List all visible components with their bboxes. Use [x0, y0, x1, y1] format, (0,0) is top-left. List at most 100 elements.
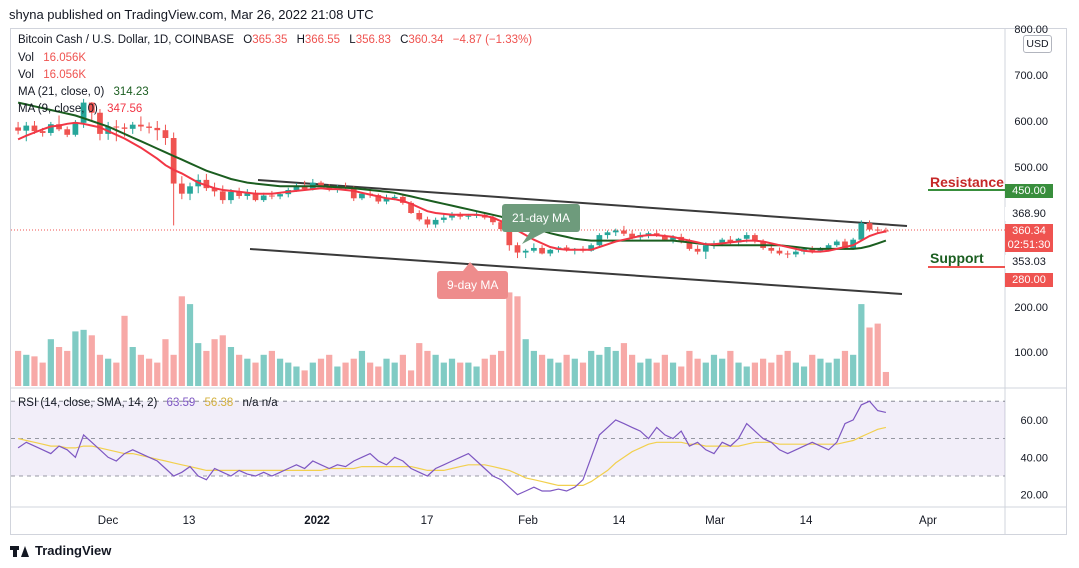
volume-bar: [457, 362, 464, 386]
volume-bar: [579, 362, 587, 386]
candle: [522, 250, 529, 253]
volume-bar: [121, 315, 128, 386]
lower-channel-line: [249, 248, 903, 295]
volume-bar: [825, 362, 832, 386]
candle: [350, 188, 357, 199]
candle: [318, 182, 324, 187]
rsi-tick-label: 60.00: [1020, 415, 1048, 427]
volume-bar: [416, 343, 423, 386]
volume-bar: [686, 350, 693, 386]
volume-bar: [727, 350, 734, 386]
volume-bar: [506, 292, 513, 386]
last-price-tag: 360.34: [1005, 224, 1053, 238]
candle: [629, 233, 635, 238]
candle: [743, 235, 750, 239]
x-tick-label: Apr: [919, 515, 937, 527]
volume-bar: [555, 362, 562, 386]
volume-bar: [244, 358, 251, 386]
candle: [825, 245, 832, 249]
candle: [178, 183, 185, 194]
volume-bar: [882, 371, 890, 386]
legend-open: 365.35: [252, 34, 288, 46]
volume-bar: [678, 366, 685, 386]
volume-bar: [268, 350, 275, 386]
volume-bar: [571, 358, 578, 386]
volume-bar: [195, 343, 202, 386]
volume-bar: [719, 358, 726, 386]
volume-bar: [841, 350, 849, 386]
volume-bar: [375, 366, 382, 386]
candle: [56, 124, 62, 130]
volume-bar: [301, 370, 308, 386]
volume-bar: [465, 362, 472, 386]
support-price-tag: 280.00: [1005, 273, 1053, 287]
volume-bar: [178, 296, 185, 386]
rsi-tick-label: 20.00: [1020, 490, 1048, 502]
candle: [260, 195, 267, 201]
candle: [776, 250, 783, 254]
volume-bar: [498, 350, 505, 386]
currency-button[interactable]: USD: [1023, 35, 1052, 53]
candle: [400, 196, 406, 203]
volume-bar: [276, 358, 284, 386]
candle: [293, 186, 300, 190]
candle: [719, 239, 726, 244]
candle: [752, 235, 758, 242]
volume-bar: [702, 362, 709, 386]
legend-ohlc: Bitcoin Cash / U.S. Dollar, 1D, COINBASE…: [18, 34, 533, 46]
volume-bar: [768, 362, 775, 386]
volume-bar: [334, 366, 341, 386]
volume-bar: [751, 362, 759, 386]
y-tick-label: 800.00: [1014, 24, 1048, 36]
volume-bar: [211, 339, 218, 386]
candle: [547, 249, 554, 254]
chart-frame: [10, 28, 1067, 535]
candle: [727, 239, 734, 243]
candle: [440, 217, 447, 220]
candle: [514, 245, 521, 253]
volume-bar: [186, 304, 194, 386]
ma9-annotation-pointer: [463, 262, 478, 271]
candle: [15, 127, 21, 131]
publisher-line: shyna published on TradingView.com, Mar …: [9, 7, 374, 22]
candle: [883, 230, 889, 232]
volume-bar: [448, 358, 456, 386]
upper-channel-line: [257, 179, 908, 227]
volume-bar: [399, 354, 406, 386]
volume-bar: [759, 358, 767, 386]
ma9-line: [17, 121, 887, 253]
volume-bar: [105, 358, 112, 386]
x-tick-label: 17: [421, 515, 434, 527]
volume-bar: [23, 354, 30, 386]
x-tick-label: Feb: [518, 515, 538, 527]
candle: [31, 125, 38, 132]
candle: [326, 186, 333, 190]
volume-bar: [39, 362, 46, 386]
candle: [670, 236, 676, 240]
rsi-tick-label: 40.00: [1020, 452, 1048, 464]
volume-bar: [367, 362, 374, 386]
candle: [465, 215, 472, 217]
candle: [219, 191, 226, 201]
volume-bar: [129, 347, 136, 386]
candle: [162, 130, 169, 139]
volume-bar: [792, 362, 799, 386]
candle: [228, 191, 234, 201]
candle: [858, 223, 865, 240]
resistance-price-tag: 450.00: [1005, 184, 1053, 198]
volume-bar: [473, 366, 480, 386]
volume-bar: [489, 354, 497, 386]
legend-rsi: RSI (14, close, SMA, 14, 2) 63.59 56.38 …: [18, 397, 278, 409]
volume-bar: [64, 350, 71, 386]
volume-bar: [219, 335, 226, 386]
candle: [792, 251, 799, 255]
candle: [154, 127, 161, 131]
volume-bar: [55, 347, 63, 386]
volume-bar: [604, 347, 611, 386]
volume-bar: [874, 323, 881, 386]
volume-bar: [776, 354, 783, 386]
volume-bar: [522, 339, 529, 386]
tradingview-logo[interactable]: TradingView: [10, 543, 111, 558]
low-price-tag: 353.03: [1005, 255, 1053, 269]
